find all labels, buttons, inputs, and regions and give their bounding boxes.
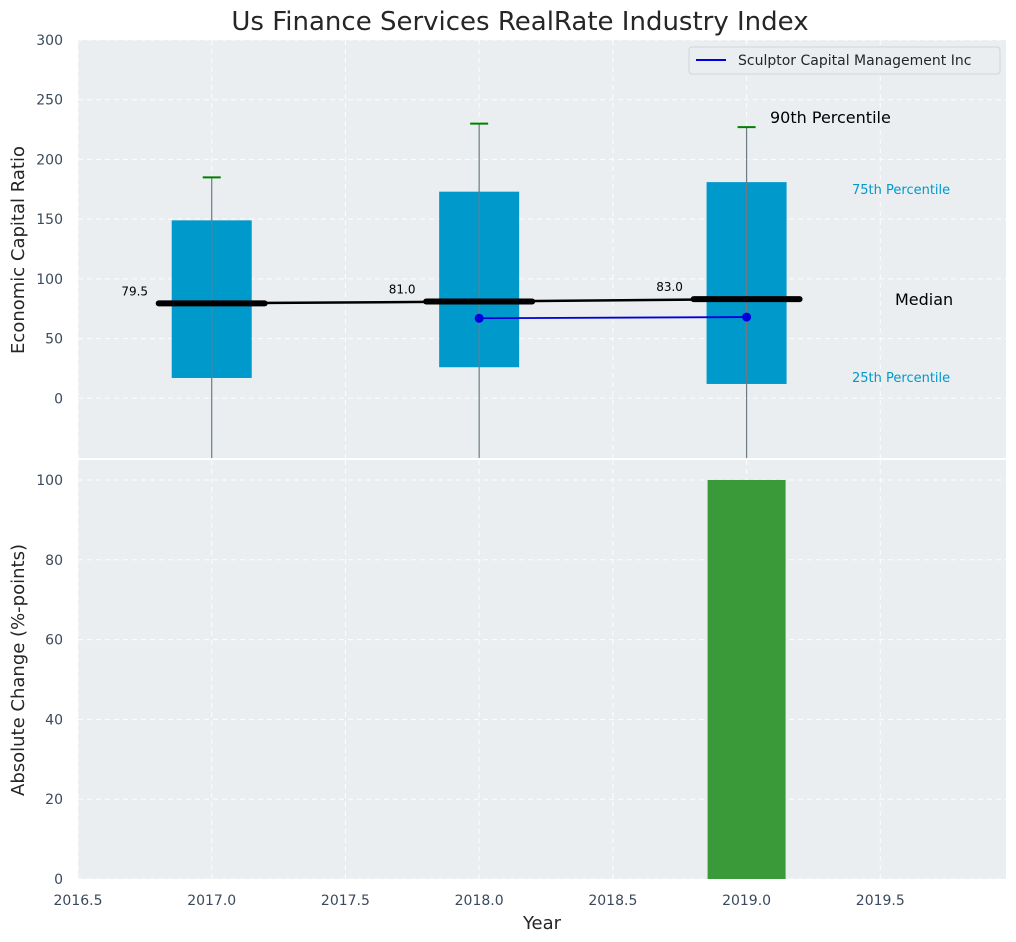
x-tick-label: 2019.5 <box>856 893 905 909</box>
y-tick-label-top: 200 <box>36 152 63 168</box>
y-tick-label-bottom: 60 <box>45 633 63 649</box>
legend: Sculptor Capital Management Inc <box>688 46 1001 75</box>
x-tick-label: 2019.0 <box>722 893 771 909</box>
y-axis-label-top: Economic Capital Ratio <box>8 146 29 354</box>
chart-title: Us Finance Services RealRate Industry In… <box>231 7 808 37</box>
median-value-label-2017: 79.5 <box>121 284 148 298</box>
y-tick-label-top: 150 <box>36 212 63 228</box>
series-point-sculptor <box>742 312 752 322</box>
x-tick-label: 2017.0 <box>187 893 236 909</box>
y-tick-label-bottom: 20 <box>45 792 63 808</box>
y-tick-label-bottom: 80 <box>45 553 63 569</box>
x-axis-label: Year <box>522 913 562 934</box>
legend-box <box>688 46 1001 75</box>
annotation-25th-percentile: 25th Percentile <box>852 371 950 386</box>
annotation-75th-percentile: 75th Percentile <box>852 183 950 198</box>
y-tick-label-top: 100 <box>36 272 63 288</box>
y-tick-label-bottom: 0 <box>54 872 63 888</box>
median-value-label-2019: 83.0 <box>656 280 683 294</box>
x-tick-label: 2018.5 <box>588 893 637 909</box>
y-tick-label-top: 0 <box>54 391 63 407</box>
change-bar-2019 <box>707 479 786 879</box>
y-tick-label-top: 250 <box>36 93 63 109</box>
y-tick-label-top: 50 <box>45 332 63 348</box>
x-tick-label: 2017.5 <box>321 893 370 909</box>
series-line-sculptor <box>479 316 747 320</box>
x-tick-label: 2016.5 <box>54 893 103 909</box>
y-tick-label-bottom: 40 <box>45 712 63 728</box>
legend-entry-sculptor: Sculptor Capital Management Inc <box>738 53 971 69</box>
series-point-sculptor <box>474 313 484 323</box>
x-tick-label: 2018.0 <box>455 893 504 909</box>
y-tick-label-top: 300 <box>36 33 63 49</box>
y-tick-label-bottom: 100 <box>36 473 63 489</box>
median-value-label-2018: 81.0 <box>389 283 416 297</box>
bottom-panel: 0 20 40 60 80 100 2016.5 2017.0 2017.5 2018.0 2018… <box>36 458 1006 909</box>
annotation-90th-percentile: 90th Percentile <box>770 108 891 127</box>
annotation-median: Median <box>895 290 953 309</box>
bottom-panel-background <box>78 460 1006 879</box>
y-axis-label-bottom: Absolute Change (%-points) <box>8 544 29 796</box>
top-panel: 0 50 100 150 200 250 300 79.5 81.0 83.0 90th Perce… <box>36 33 1006 458</box>
